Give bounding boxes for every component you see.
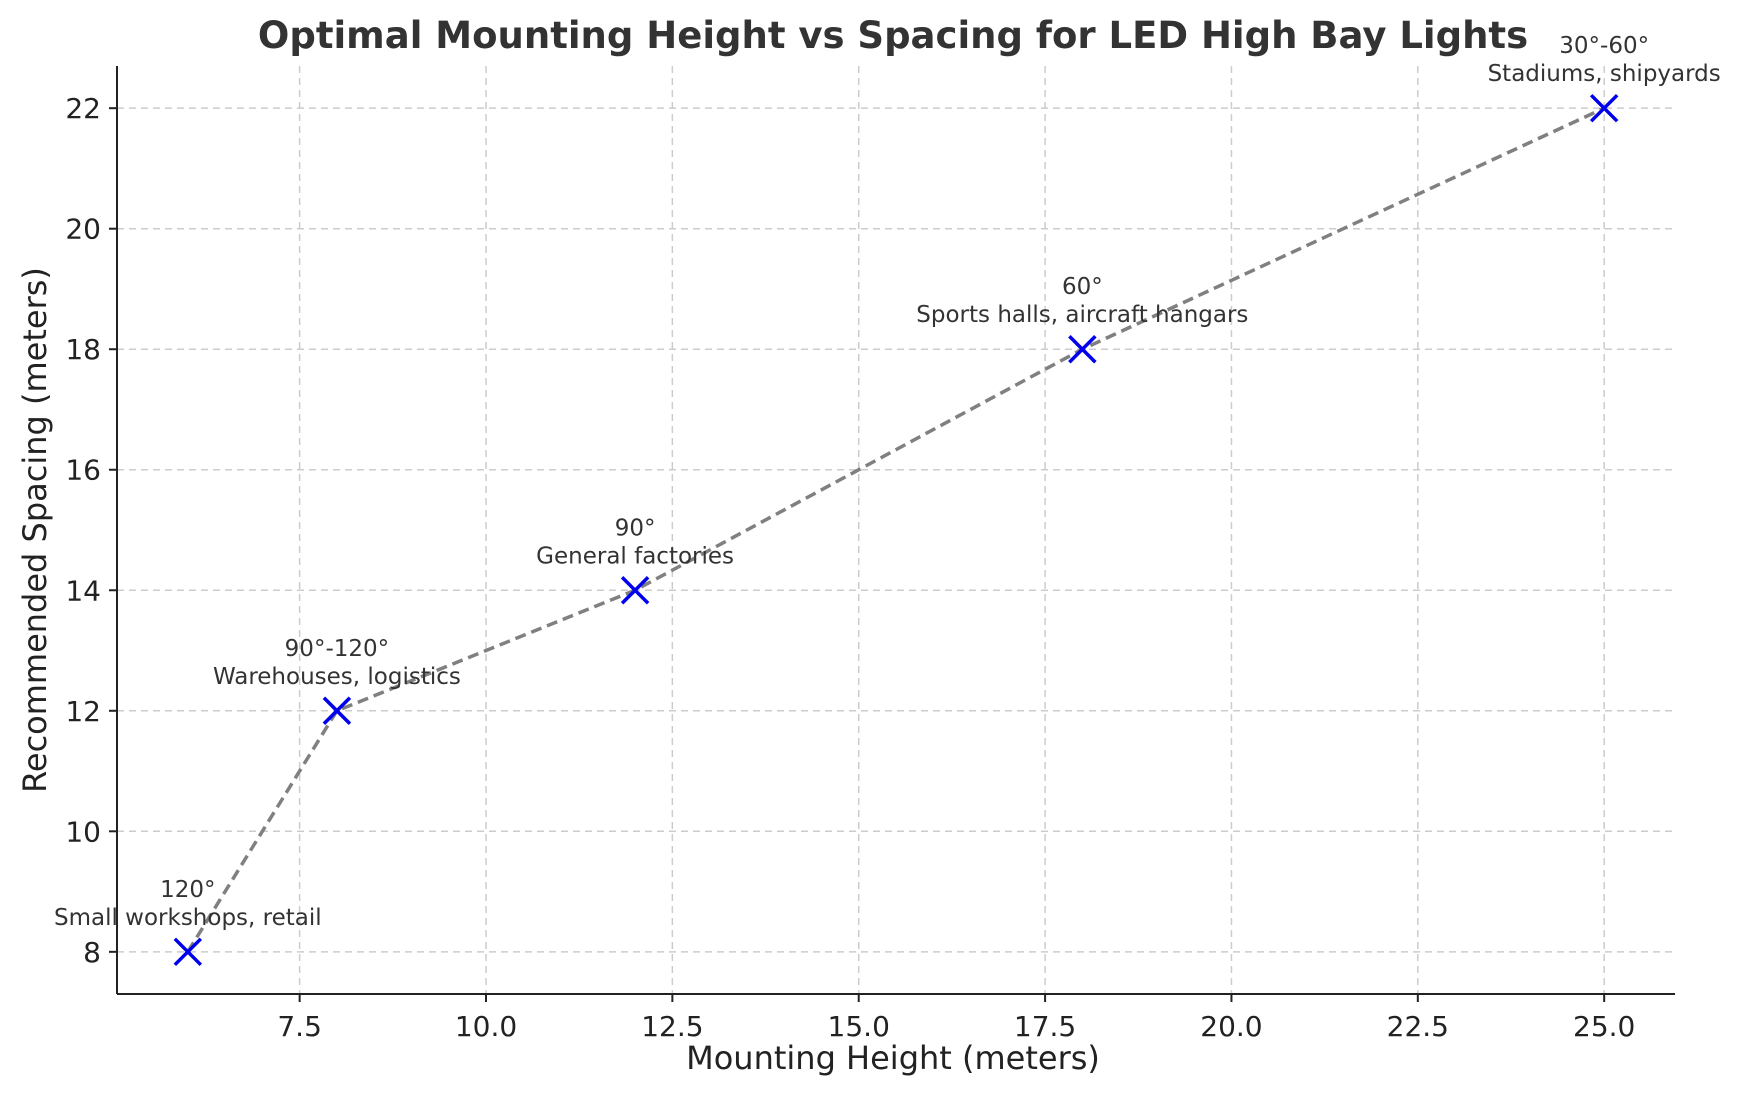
y-tick-label: 16 <box>65 454 101 487</box>
point-annotation-application: Warehouses, logistics <box>213 664 461 690</box>
point-annotation-angle: 90°-120° <box>285 636 389 662</box>
x-tick-label: 22.5 <box>1387 1010 1449 1043</box>
x-tick-label: 7.5 <box>277 1010 322 1043</box>
marker-stroke <box>322 696 352 726</box>
point-annotation-application: General factories <box>536 543 734 569</box>
x-tick-label: 10.0 <box>455 1010 517 1043</box>
point-annotations: 120°Small workshops, retail 90°-120°Wareh… <box>54 33 1721 931</box>
marker-stroke <box>1068 334 1097 364</box>
y-tick-label: 14 <box>65 574 101 607</box>
data-point-marker <box>1068 334 1097 364</box>
y-tick-label: 8 <box>83 936 101 969</box>
point-annotation-application: Small workshops, retail <box>54 905 322 931</box>
series-line <box>186 106 1605 953</box>
data-markers <box>173 93 1619 967</box>
x-tick-label: 25.0 <box>1573 1010 1635 1043</box>
series-line-layer <box>186 106 1605 953</box>
marker-stroke <box>620 576 650 605</box>
grid-lines <box>117 66 1675 994</box>
y-tick-label: 20 <box>65 213 101 246</box>
marker-stroke <box>1589 93 1619 123</box>
point-annotation-angle: 120° <box>160 877 215 903</box>
x-tick-label: 20.0 <box>1200 1010 1262 1043</box>
point-annotation-application: Stadiums, shipyards <box>1488 61 1721 87</box>
y-axis-label: Recommended Spacing (meters) <box>16 267 54 793</box>
axes: 7.5 10.0 12.5 15.0 17.5 20.0 22.5 25.0 8 10 12 14 16… <box>65 66 1675 1043</box>
point-annotation-angle: 30°-60° <box>1559 33 1649 59</box>
x-tick-label: 15.0 <box>828 1010 890 1043</box>
data-point-marker <box>1589 93 1619 123</box>
marker-stroke <box>173 937 203 967</box>
chart-title: Optimal Mounting Height vs Spacing for L… <box>258 14 1528 57</box>
x-tick-label: 12.5 <box>641 1010 703 1043</box>
y-tick-label: 22 <box>65 92 101 125</box>
data-point-marker <box>322 696 352 726</box>
y-tick-label: 10 <box>65 815 101 848</box>
point-annotation-angle: 60° <box>1062 274 1103 300</box>
y-tick-label: 12 <box>65 695 101 728</box>
y-tick-label: 18 <box>65 333 101 366</box>
x-tick-label: 17.5 <box>1014 1010 1076 1043</box>
x-axis-label: Mounting Height (meters) <box>686 1039 1100 1077</box>
point-annotation-application: Sports halls, aircraft hangars <box>916 302 1248 328</box>
data-point-marker <box>173 937 203 967</box>
data-point-marker <box>620 576 650 605</box>
point-annotation-angle: 90° <box>615 515 656 541</box>
